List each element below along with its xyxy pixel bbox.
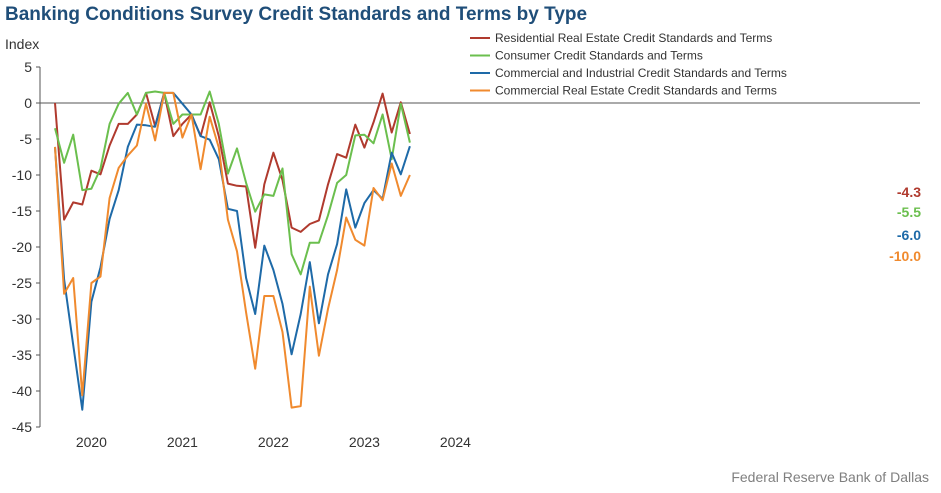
x-tick-label: 2024 [440, 434, 471, 450]
y-tick-label: -10 [12, 167, 32, 183]
y-tick-label: -20 [12, 239, 32, 255]
end-value-label: -4.3 [897, 184, 921, 200]
source-credit: Federal Reserve Bank of Dallas [731, 469, 929, 485]
y-tick-label: -15 [12, 203, 32, 219]
end-value-label: -10.0 [889, 248, 921, 264]
legend-label: Consumer Credit Standards and Terms [495, 49, 703, 63]
x-tick-label: 2020 [76, 434, 107, 450]
y-tick-label: -45 [12, 419, 32, 435]
legend-label: Commercial and Industrial Credit Standar… [495, 66, 787, 80]
series-line-3 [54, 91, 411, 411]
y-tick-label: 0 [24, 95, 32, 111]
y-tick-label: -30 [12, 311, 32, 327]
x-tick-label: 2023 [349, 434, 380, 450]
y-axis-label: Index [5, 36, 39, 52]
series-line-1 [54, 91, 411, 249]
legend-label: Residential Real Estate Credit Standards… [495, 31, 772, 45]
end-value-label: -6.0 [897, 227, 921, 243]
legend-label: Commercial Real Estate Credit Standards … [495, 84, 777, 98]
series-line-4 [54, 91, 411, 409]
series-line-2 [54, 90, 411, 276]
y-tick-label: -5 [20, 131, 33, 147]
end-value-label: -5.5 [897, 204, 921, 220]
x-tick-label: 2022 [258, 434, 289, 450]
x-tick-label: 2021 [167, 434, 198, 450]
y-tick-label: -25 [12, 275, 32, 291]
chart-title: Banking Conditions Survey Credit Standar… [5, 4, 588, 25]
y-tick-label: -40 [12, 383, 32, 399]
y-tick-label: 5 [24, 59, 32, 75]
y-tick-label: -35 [12, 347, 32, 363]
